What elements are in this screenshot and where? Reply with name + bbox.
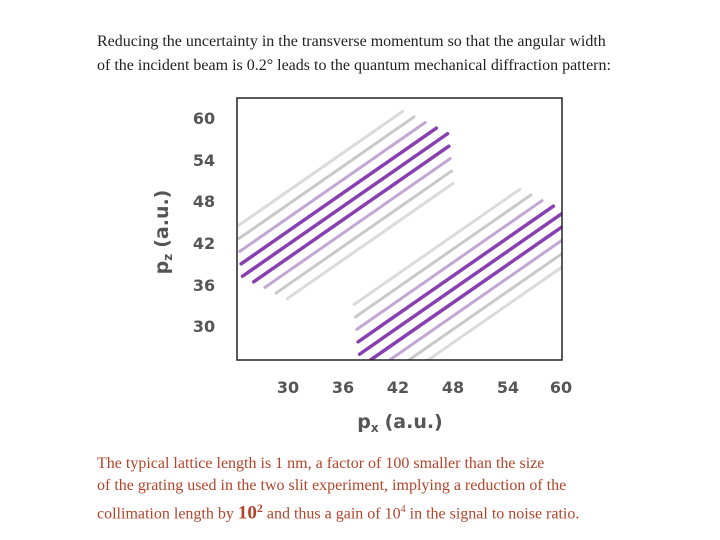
fringe xyxy=(263,157,452,289)
fringe xyxy=(368,224,562,360)
number: 10 xyxy=(237,502,257,524)
text: in the signal to noise ratio. xyxy=(405,505,580,523)
fringe xyxy=(352,187,522,306)
number: 10 xyxy=(384,505,401,523)
x-tick-label: 54 xyxy=(497,378,519,397)
exponent: 4 xyxy=(400,504,406,515)
fringe xyxy=(353,193,533,319)
fringe xyxy=(406,251,562,360)
y-tick-label: 36 xyxy=(193,276,215,295)
fringe xyxy=(357,211,562,356)
text: collimation length by xyxy=(97,505,238,523)
fringe xyxy=(387,238,562,360)
text-line: of the incident beam is 0.2° leads to th… xyxy=(97,57,611,74)
fringe xyxy=(238,121,427,253)
label-unit: (a.u.) xyxy=(385,411,443,433)
exponent: 2 xyxy=(256,501,263,515)
y-tick-label: 42 xyxy=(193,234,215,253)
x-tick-label: 60 xyxy=(550,378,572,397)
fringe xyxy=(355,199,544,331)
text: of the grating used in the two slit expe… xyxy=(97,477,567,494)
x-tick-label: 42 xyxy=(387,378,409,397)
y-tick-label: 30 xyxy=(193,317,215,336)
fringe xyxy=(238,115,416,241)
x-axis-label: px (a.u.) xyxy=(357,411,443,435)
fringe xyxy=(285,182,455,301)
fringe xyxy=(251,144,451,284)
label-subscript: x xyxy=(371,421,379,435)
y-tick-label: 48 xyxy=(193,192,215,211)
fringe xyxy=(239,126,439,266)
x-tick-label: 48 xyxy=(442,378,464,397)
fringe xyxy=(240,132,450,278)
plot-frame xyxy=(236,97,563,361)
y-axis-label: pz (a.u.) xyxy=(151,190,175,275)
x-tick-label: 30 xyxy=(277,378,299,397)
text: The typical lattice length is 1 nm, a fa… xyxy=(97,455,545,472)
x-tick-label: 36 xyxy=(332,378,354,397)
text-line: The typical lattice length is 1 nm, a fa… xyxy=(97,453,579,475)
text-line: collimation length by 102 and thus a gai… xyxy=(97,497,579,525)
text: and thus a gain of xyxy=(262,505,385,523)
fringe xyxy=(356,204,556,344)
fringe xyxy=(274,169,454,295)
y-tick-label: 54 xyxy=(193,151,215,170)
text-line: of the grating used in the two slit expe… xyxy=(97,475,579,497)
intro-text: Reducing the uncertainty in the transver… xyxy=(97,30,611,78)
label-subscript: z xyxy=(161,254,175,261)
label-symbol: p xyxy=(151,261,173,275)
text-line: Reducing the uncertainty in the transver… xyxy=(97,33,606,50)
fringe xyxy=(425,265,562,360)
label-unit: (a.u.) xyxy=(151,190,173,248)
diffraction-pattern xyxy=(238,109,562,360)
fringe xyxy=(238,109,405,228)
label-symbol: p xyxy=(357,411,371,433)
conclusion-text: The typical lattice length is 1 nm, a fa… xyxy=(97,453,579,525)
y-tick-label: 60 xyxy=(193,109,215,128)
